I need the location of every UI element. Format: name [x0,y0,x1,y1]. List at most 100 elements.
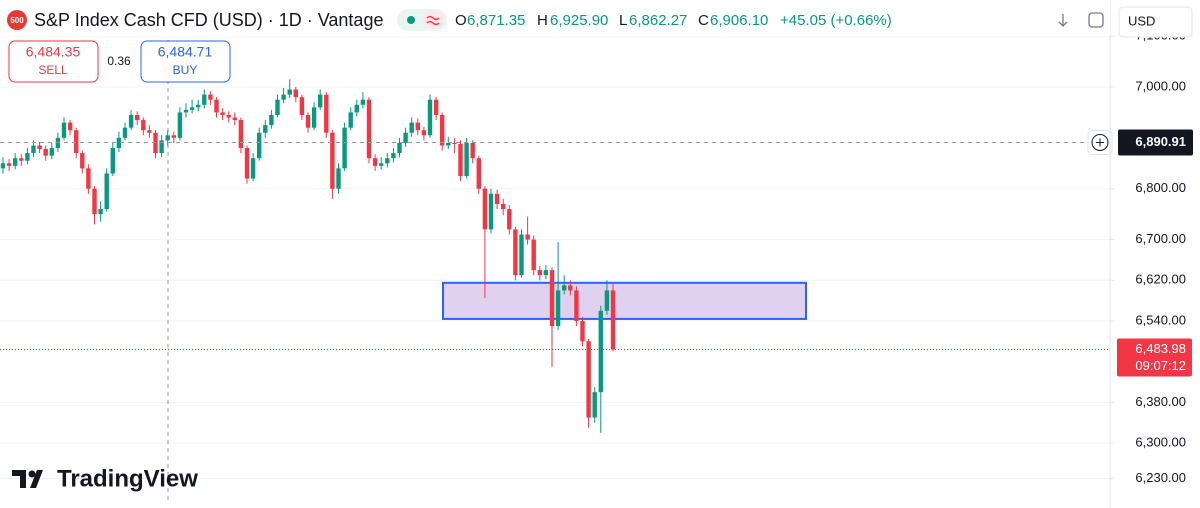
candle-body [159,140,164,154]
l-label: L [619,12,627,29]
candle-body [214,99,219,113]
badge [7,10,27,30]
candle-body [427,99,433,136]
candle-body [13,158,18,166]
candle-body [507,209,512,230]
candle-body [391,153,396,159]
candle-body [299,97,305,115]
candle-body [531,239,536,271]
layout-icon[interactable] [1088,12,1104,28]
candle-body [183,109,189,113]
candle-body [202,94,207,105]
candle-body [433,99,439,115]
currency-box[interactable] [1118,6,1193,38]
logo-text: TradingView [57,465,198,492]
candle-body [397,142,402,154]
candle-body [458,143,463,176]
candle-body [452,142,457,144]
candle-body [513,229,518,276]
candle-body [86,168,91,189]
chart-title: S&P Index Cash CFD (USD) · 1D · Vantage [34,10,383,30]
candle-body [537,270,542,276]
download-icon[interactable] [1058,14,1068,27]
buy-button[interactable] [140,40,231,83]
candle-body [269,114,274,126]
sell-button[interactable] [8,40,99,83]
candle-body [116,137,122,149]
candle-body [122,127,128,138]
candle-body [37,145,42,150]
crosshair-label-bg [1118,129,1193,156]
candle-body [92,188,97,215]
candle-body [98,209,103,215]
y-tick-label: 6,800.00 [1135,180,1186,195]
crosshair-label: 6,890.91 [1135,134,1186,149]
candle-body [61,122,67,138]
y-tick-label: 6,700.00 [1135,231,1186,246]
sell-label[interactable]: SELL [38,63,68,77]
candle-body [409,122,414,133]
o-label: O [455,12,467,29]
c-value: 6,906.10 [710,12,768,29]
candle-body [610,290,616,350]
candle-body [74,130,79,154]
candle-body [586,341,591,418]
candle-body [31,145,36,154]
candle-body [555,290,561,327]
crosshair-plus-sign [1096,138,1104,147]
candle-body [488,193,494,230]
h-value: 6,925.90 [550,12,608,29]
candle-body [574,290,579,321]
candle-body [336,168,341,189]
sell-price[interactable]: 6,484.35 [26,44,81,60]
candle-body [165,135,170,141]
grid [0,35,1110,480]
candle-body [6,163,12,166]
candle-body [494,193,500,204]
candle-body [275,99,280,115]
candle-body [244,148,250,179]
candle-body [49,148,54,156]
candle-body [0,163,6,169]
candle-body [379,163,384,166]
last-price-label: 6,483.98 [1135,341,1186,356]
candle-body [403,132,408,143]
y-tick-label: 6,540.00 [1135,312,1186,327]
candle-body [549,270,555,327]
buy-label[interactable]: BUY [173,63,198,77]
currency[interactable]: USD [1128,13,1155,28]
candle-body [19,158,24,161]
candle-body [281,94,286,100]
status-wave-bg [422,11,444,29]
candle-body [543,270,549,276]
candle-body [440,114,445,146]
candle-body [446,142,451,146]
candle-body [464,142,469,176]
candle-body [287,89,292,95]
candle-body [372,158,378,166]
candle-body [305,114,311,128]
y-tick-label: 6,620.00 [1135,272,1186,287]
candle-body [525,234,530,240]
candle-body [385,158,390,164]
candle-body [232,117,237,121]
candle-body [415,122,420,131]
header-bg [0,0,1110,36]
o-value: 6,871.35 [467,12,525,29]
candle-body [482,188,488,230]
ohlc: O 6,871.35 H 6,925.90 L 6,862.27 C 6,906… [455,12,892,29]
candles [0,79,616,433]
candle-body [476,158,481,189]
buy-price[interactable]: 6,484.71 [158,44,213,60]
candle-body [80,153,85,169]
candle-body [293,89,298,98]
candle-body [519,234,524,276]
candle-body [342,127,347,169]
l-value: 6,862.27 [629,12,687,29]
h-label: H [537,12,548,29]
candle-body [43,149,48,156]
candle-body [189,107,195,110]
candle-body [330,132,335,189]
zone-rect [442,281,807,320]
